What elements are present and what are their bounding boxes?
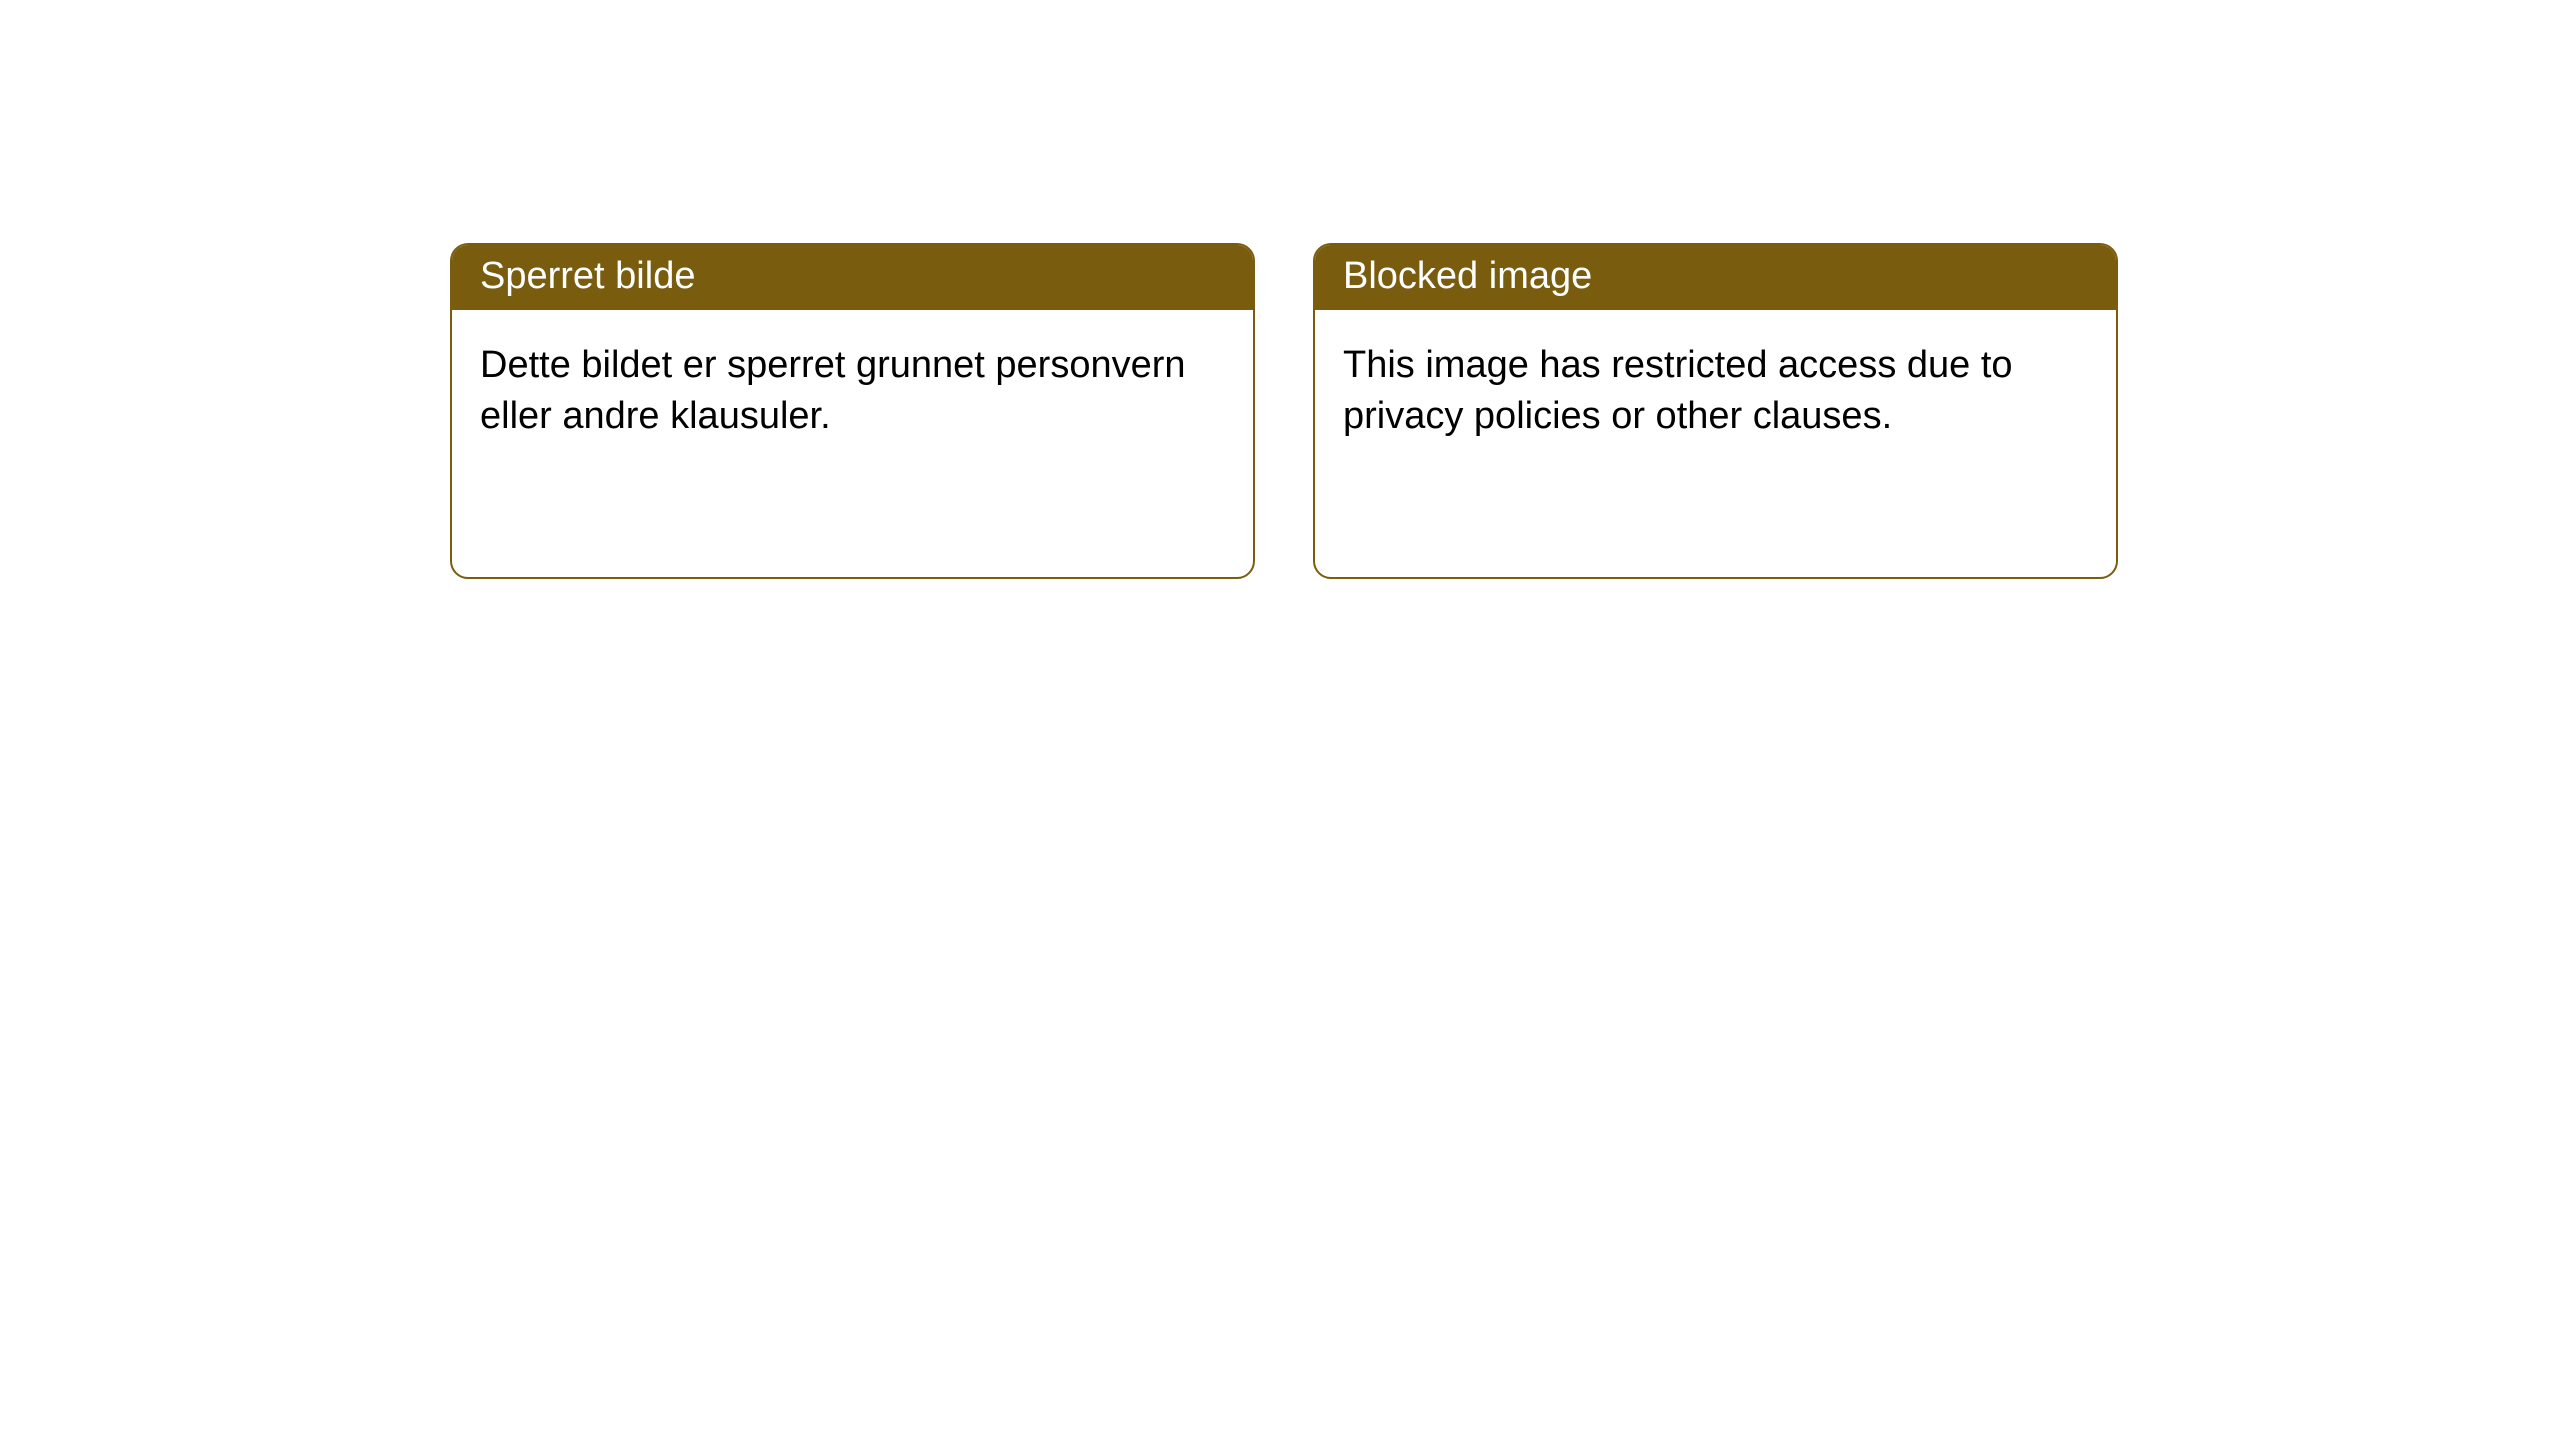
- card-header-no: Sperret bilde: [452, 245, 1253, 310]
- card-message-en: This image has restricted access due to …: [1343, 344, 2013, 437]
- blocked-image-card-no: Sperret bilde Dette bildet er sperret gr…: [450, 243, 1255, 579]
- card-body-en: This image has restricted access due to …: [1315, 310, 2116, 473]
- notice-container: Sperret bilde Dette bildet er sperret gr…: [0, 0, 2560, 579]
- card-title-no: Sperret bilde: [480, 255, 695, 297]
- blocked-image-card-en: Blocked image This image has restricted …: [1313, 243, 2118, 579]
- card-title-en: Blocked image: [1343, 255, 1592, 297]
- card-header-en: Blocked image: [1315, 245, 2116, 310]
- card-body-no: Dette bildet er sperret grunnet personve…: [452, 310, 1253, 473]
- card-message-no: Dette bildet er sperret grunnet personve…: [480, 344, 1186, 437]
